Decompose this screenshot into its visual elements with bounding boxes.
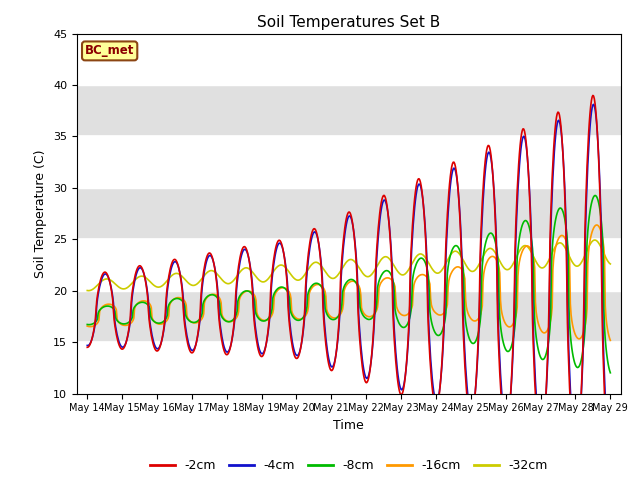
Bar <box>77 136 621 188</box>
Title: Soil Temperatures Set B: Soil Temperatures Set B <box>257 15 440 30</box>
Bar <box>77 342 621 394</box>
X-axis label: Time: Time <box>333 419 364 432</box>
Bar <box>77 240 621 291</box>
Bar <box>77 34 621 85</box>
Text: BC_met: BC_met <box>85 44 134 58</box>
Legend: -2cm, -4cm, -8cm, -16cm, -32cm: -2cm, -4cm, -8cm, -16cm, -32cm <box>145 455 553 477</box>
Y-axis label: Soil Temperature (C): Soil Temperature (C) <box>35 149 47 278</box>
